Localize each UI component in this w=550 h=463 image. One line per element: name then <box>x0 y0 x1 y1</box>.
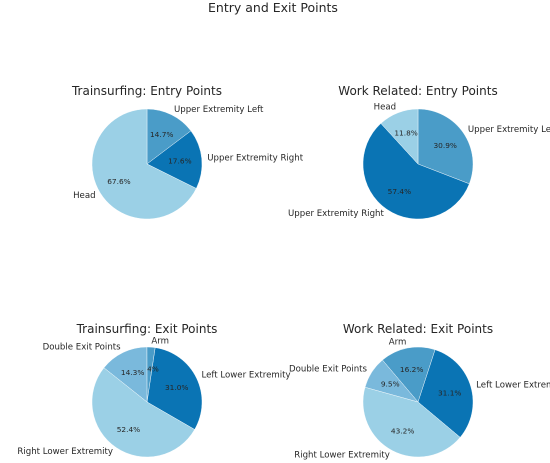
slice-percent-label: 31.0% <box>165 383 188 392</box>
slice-category-label: Double Exit Points <box>289 364 368 374</box>
pie-title: Work Related: Entry Points <box>338 84 497 98</box>
slice-category-label: Double Exit Points <box>43 343 122 353</box>
figure-title: Entry and Exit Points <box>208 0 338 15</box>
slice-percent-label: 14.3% <box>121 368 144 377</box>
pie-chart-work-exit: Work Related: Exit Points 31.1% Left Lowe… <box>289 322 550 461</box>
pie-title: Trainsurfing: Exit Points <box>76 322 218 336</box>
slice-percent-label: 11.8% <box>394 129 417 138</box>
slice-category-label: Head <box>374 103 396 113</box>
pie-chart-work-entry: Work Related: Entry Points 30.9% Upper Ex… <box>288 84 550 220</box>
pie-slice-left-lower-extremity <box>417 349 474 438</box>
slice-category-label: Right Lower Extremity <box>17 447 113 457</box>
pie-slice-head <box>91 108 197 220</box>
slice-percent-label: 17.6% <box>168 156 191 165</box>
slice-percent-label: 2.4% <box>140 365 159 374</box>
pie-slice-right-lower-extremity <box>91 367 195 458</box>
slice-percent-label: 43.2% <box>391 427 414 436</box>
slice-category-label: Upper Extremity Right <box>288 209 384 219</box>
slice-percent-label: 14.7% <box>150 130 173 139</box>
pie-chart-trainsurfing-entry: Trainsurfing: Entry Points 14.7% Upper Ex… <box>71 84 304 220</box>
pie-title: Work Related: Exit Points <box>343 322 493 336</box>
slice-category-label: Arm <box>151 337 169 347</box>
slice-category-label: Right Lower Extremity <box>294 451 390 461</box>
pie-slice-upper-extremity-left <box>146 108 192 165</box>
slice-percent-label: 57.4% <box>388 187 411 196</box>
slice-category-label: Arm <box>389 338 407 348</box>
pie-slice-upper-extremity-left <box>417 108 474 185</box>
slice-percent-label: 9.5% <box>381 380 400 389</box>
slice-category-label: Upper Extremity Left <box>468 125 550 135</box>
slice-category-label: Head <box>73 191 95 201</box>
pie-slice-right-lower-extremity <box>362 387 461 458</box>
slice-percent-label: 31.1% <box>438 388 461 397</box>
pie-chart-trainsurfing-exit: Trainsurfing: Exit Points 31.0% Left Lowe… <box>17 322 291 458</box>
pie-slice-head <box>380 108 419 165</box>
pie-slice-left-lower-extremity <box>146 347 203 430</box>
slice-category-label: Left Lower Extremity <box>201 371 290 381</box>
pie-slice-upper-extremity-right <box>146 130 203 189</box>
slice-percent-label: 52.4% <box>117 425 140 434</box>
pie-title: Trainsurfing: Entry Points <box>71 84 222 98</box>
slice-category-label: Upper Extremity Right <box>207 153 303 163</box>
slice-percent-label: 67.6% <box>107 177 130 186</box>
slice-category-label: Left Lower Extremity <box>476 380 550 390</box>
pie-slice-upper-extremity-right <box>362 123 470 220</box>
slice-percent-label: 30.9% <box>433 141 456 150</box>
slice-percent-label: 16.2% <box>400 365 423 374</box>
pie-slice-arm <box>382 346 436 403</box>
slice-category-label: Upper Extremity Left <box>174 105 264 115</box>
